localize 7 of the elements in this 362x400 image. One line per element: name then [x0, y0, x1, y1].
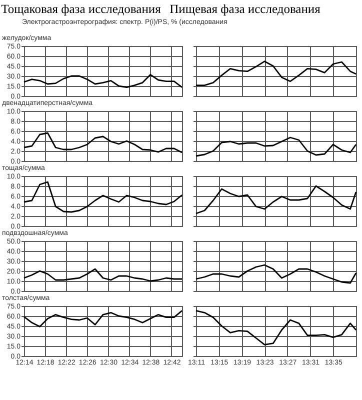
line-series	[23, 310, 183, 328]
text: Пищевая фаза исследования	[170, 2, 321, 16]
line-series	[23, 268, 183, 282]
line-series	[23, 74, 183, 88]
text: Тощаковая фаза исследования	[1, 2, 162, 16]
line-series	[23, 132, 183, 154]
line-series	[23, 181, 183, 213]
